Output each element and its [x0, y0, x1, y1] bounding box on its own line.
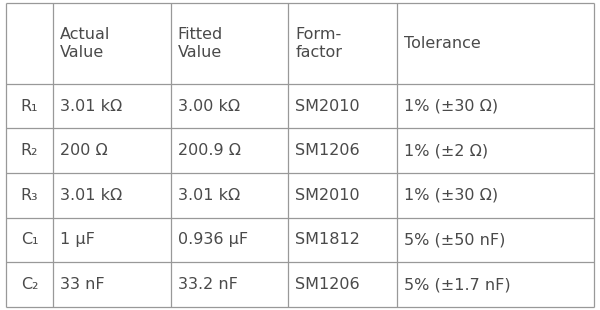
Text: Actual
Value: Actual Value: [60, 27, 110, 60]
Text: SM1206: SM1206: [295, 143, 360, 158]
Text: 3.01 kΩ: 3.01 kΩ: [60, 99, 122, 113]
Text: C₁: C₁: [21, 232, 38, 247]
Text: 3.00 kΩ: 3.00 kΩ: [178, 99, 240, 113]
Text: C₂: C₂: [21, 277, 38, 292]
Text: 200 Ω: 200 Ω: [60, 143, 108, 158]
Text: 5% (±50 nF): 5% (±50 nF): [404, 232, 506, 247]
Text: 3.01 kΩ: 3.01 kΩ: [60, 188, 122, 203]
Text: SM1812: SM1812: [295, 232, 361, 247]
Text: 1% (±30 Ω): 1% (±30 Ω): [404, 188, 499, 203]
Text: 33.2 nF: 33.2 nF: [178, 277, 238, 292]
Text: R₃: R₃: [21, 188, 38, 203]
Text: SM2010: SM2010: [295, 188, 360, 203]
Text: Tolerance: Tolerance: [404, 36, 481, 51]
Text: 1% (±30 Ω): 1% (±30 Ω): [404, 99, 499, 113]
Text: Fitted
Value: Fitted Value: [178, 27, 223, 60]
Text: 200.9 Ω: 200.9 Ω: [178, 143, 241, 158]
Text: 33 nF: 33 nF: [60, 277, 105, 292]
Text: SM1206: SM1206: [295, 277, 360, 292]
Text: 5% (±1.7 nF): 5% (±1.7 nF): [404, 277, 511, 292]
Text: R₂: R₂: [21, 143, 38, 158]
Text: 1 μF: 1 μF: [60, 232, 95, 247]
Text: 0.936 μF: 0.936 μF: [178, 232, 248, 247]
Text: SM2010: SM2010: [295, 99, 360, 113]
Text: Form-
factor: Form- factor: [295, 27, 343, 60]
Text: 1% (±2 Ω): 1% (±2 Ω): [404, 143, 488, 158]
Text: R₁: R₁: [21, 99, 38, 113]
Text: 3.01 kΩ: 3.01 kΩ: [178, 188, 240, 203]
